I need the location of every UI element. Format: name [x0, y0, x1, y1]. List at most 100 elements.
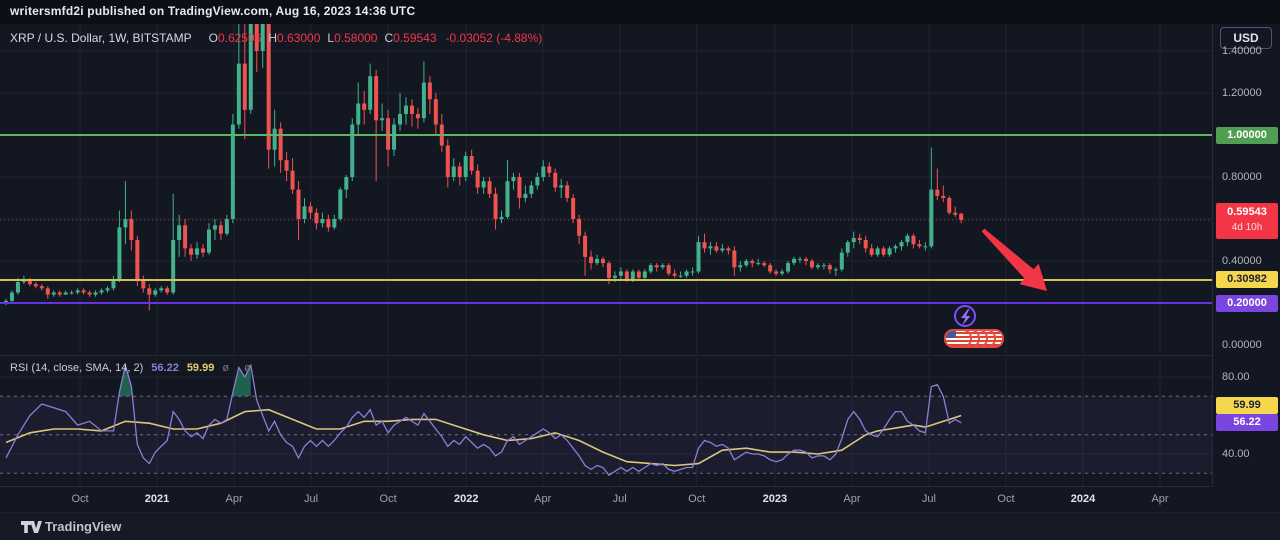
lightning-icon[interactable]: [954, 305, 976, 327]
candle[interactable]: [421, 61, 426, 123]
rsi-sma-line[interactable]: [5, 408, 962, 467]
candle[interactable]: [39, 284, 44, 291]
candle[interactable]: [123, 181, 128, 245]
candle[interactable]: [684, 269, 689, 278]
candle[interactable]: [201, 244, 206, 257]
candle[interactable]: [218, 221, 223, 240]
annotation-arrow[interactable]: [981, 228, 1047, 291]
time-tick-2023[interactable]: 2023: [762, 493, 788, 505]
candle[interactable]: [475, 164, 480, 194]
candle[interactable]: [463, 151, 468, 182]
candle[interactable]: [863, 235, 868, 253]
candle[interactable]: [171, 193, 176, 295]
candle[interactable]: [780, 269, 785, 276]
candle[interactable]: [541, 160, 546, 182]
candle[interactable]: [392, 118, 397, 156]
candle[interactable]: [750, 258, 755, 268]
candle[interactable]: [678, 271, 683, 278]
candle[interactable]: [690, 267, 695, 276]
candle[interactable]: [481, 177, 486, 194]
candle[interactable]: [409, 99, 414, 127]
candle[interactable]: [839, 248, 844, 272]
candle[interactable]: [356, 82, 361, 136]
candle[interactable]: [786, 261, 791, 274]
time-tick-Apr[interactable]: Apr: [534, 493, 552, 505]
candle[interactable]: [905, 233, 910, 247]
candle[interactable]: [947, 195, 952, 215]
candle[interactable]: [9, 290, 14, 303]
candle[interactable]: [953, 206, 958, 217]
candle[interactable]: [702, 233, 707, 253]
candle[interactable]: [105, 286, 110, 293]
candle[interactable]: [368, 63, 373, 114]
candle[interactable]: [4, 298, 8, 306]
candle[interactable]: [427, 76, 432, 114]
candle[interactable]: [242, 24, 247, 140]
time-tick-2022[interactable]: 2022: [454, 493, 479, 505]
candle[interactable]: [738, 261, 743, 272]
rsi-pane[interactable]: [0, 358, 1212, 486]
candle[interactable]: [774, 269, 779, 276]
us-flag-badge[interactable]: [944, 329, 972, 348]
candle[interactable]: [296, 181, 301, 240]
candle[interactable]: [236, 24, 241, 129]
candle[interactable]: [195, 242, 200, 259]
candle[interactable]: [893, 244, 898, 253]
candle[interactable]: [875, 246, 880, 257]
time-tick-Jul[interactable]: Jul: [304, 493, 319, 505]
candle[interactable]: [135, 235, 140, 287]
candle[interactable]: [917, 240, 922, 249]
candle[interactable]: [708, 242, 713, 255]
candle[interactable]: [923, 242, 928, 251]
candle[interactable]: [45, 286, 50, 299]
candle[interactable]: [415, 107, 420, 129]
candle[interactable]: [535, 172, 540, 190]
candle[interactable]: [189, 244, 194, 261]
candle[interactable]: [350, 118, 355, 182]
candle[interactable]: [499, 210, 504, 224]
candle[interactable]: [666, 263, 671, 276]
pane-divider[interactable]: [0, 355, 1212, 356]
time-tick-Oct[interactable]: Oct: [379, 493, 397, 505]
candle[interactable]: [696, 235, 701, 274]
candle[interactable]: [833, 267, 838, 276]
candle[interactable]: [809, 258, 814, 270]
candle[interactable]: [320, 212, 325, 228]
candle[interactable]: [553, 168, 558, 192]
candle[interactable]: [821, 263, 826, 270]
candle[interactable]: [386, 109, 391, 167]
candle[interactable]: [457, 162, 462, 186]
candle[interactable]: [177, 214, 182, 257]
candle[interactable]: [642, 269, 647, 280]
candle[interactable]: [762, 261, 767, 268]
candle[interactable]: [565, 181, 570, 203]
candle[interactable]: [308, 202, 313, 219]
candle[interactable]: [648, 263, 653, 274]
candle[interactable]: [266, 24, 271, 169]
candle[interactable]: [87, 290, 92, 297]
candle[interactable]: [618, 267, 623, 280]
tradingview-logo[interactable]: [20, 520, 42, 535]
candle[interactable]: [230, 114, 235, 224]
candle[interactable]: [487, 177, 492, 198]
rsi-title[interactable]: RSI (14, close, SMA, 14, 2): [10, 362, 144, 374]
candle[interactable]: [792, 256, 797, 266]
candle[interactable]: [111, 275, 116, 291]
candle[interactable]: [803, 256, 808, 266]
candle[interactable]: [583, 231, 588, 276]
rsi-line[interactable]: [5, 363, 962, 477]
candle[interactable]: [129, 210, 134, 251]
candle[interactable]: [959, 212, 964, 224]
candle[interactable]: [212, 219, 217, 240]
candle[interactable]: [517, 172, 522, 209]
time-tick-Apr[interactable]: Apr: [225, 493, 243, 505]
candle[interactable]: [899, 240, 904, 251]
time-tick-Apr[interactable]: Apr: [843, 493, 861, 505]
price-axis[interactable]: USD 1.40000 1.20000 0.80000 0.40000 0.00000 1…: [1212, 24, 1280, 486]
candle[interactable]: [714, 242, 719, 253]
candle[interactable]: [511, 172, 516, 190]
candle[interactable]: [881, 246, 886, 257]
candle[interactable]: [433, 93, 438, 135]
candle[interactable]: [845, 240, 850, 257]
candle[interactable]: [929, 147, 934, 249]
